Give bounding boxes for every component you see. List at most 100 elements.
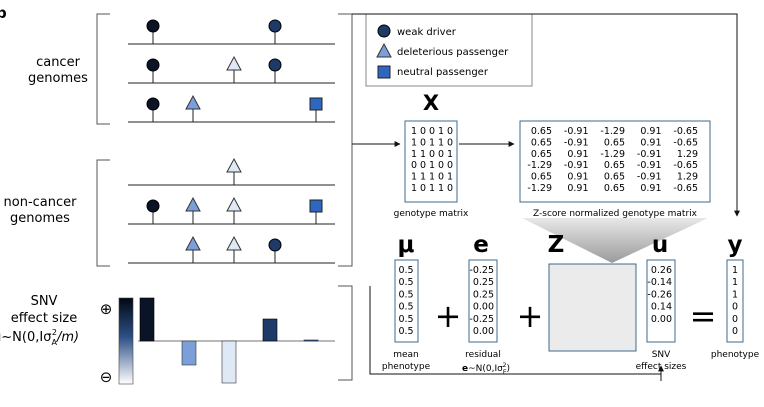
snv-formula-symbol: u [0, 330, 1, 345]
y-vector-cell: 0 [732, 326, 738, 337]
mu-vector-rows: 0.50.50.50.50.50.5 [398, 265, 413, 337]
e-formula-body: ~N(0,Iσ [468, 364, 503, 374]
weak-driver-marker [268, 58, 282, 72]
weak-driver-marker [146, 58, 160, 72]
u-vector-rows: 0.26-0.14-0.26 0.140.00 [647, 265, 672, 325]
equals-sign: = [690, 297, 717, 335]
z-matrix-cell: -1.29 [600, 149, 625, 160]
mu-caption-2: phenotype [382, 362, 431, 372]
mu-vector-cell: 0.5 [398, 314, 413, 325]
e-vector-cell: 0.25 [473, 289, 494, 300]
z-matrix-cell: -0.91 [564, 137, 589, 148]
x-matrix-cell: 0 [420, 137, 426, 148]
z-matrix-cell: 0.65 [531, 126, 552, 137]
snv-formula-sup: 2 [52, 328, 57, 337]
z-matrix-cell: 0.91 [567, 183, 588, 194]
x-matrix-cell: 1 [411, 172, 417, 183]
z-matrix-cell: -1.29 [527, 160, 552, 171]
u-caption: SNV [652, 350, 671, 360]
deleterious-passenger-marker [226, 55, 242, 71]
e-vector-cell: -0.25 [469, 265, 494, 276]
funnel-shape [522, 218, 708, 263]
z-matrix-rows: 0.65 -0.91 -1.29 0.91 -0.65 0.65 -0.91 0.65 0.91… [527, 126, 698, 194]
mu-vector-cell: 0.5 [398, 265, 413, 276]
x-matrix-cell: 1 [411, 126, 417, 137]
deleterious-passenger-marker [185, 196, 201, 212]
e-vector-cell: 0.00 [473, 326, 494, 337]
y-vector-cell: 0 [732, 302, 738, 313]
x-matrix-cell: 1 [438, 126, 444, 137]
u-vector-cell: 0.26 [651, 265, 672, 276]
e-formula-sup: 2 [503, 362, 507, 369]
u-vector-box [646, 259, 676, 343]
neutral-passenger-marker [309, 97, 323, 111]
plus-sign-2: + [517, 297, 544, 335]
effect-bar [262, 318, 278, 342]
x-symbol: X [423, 91, 439, 115]
z-matrix-cell: 0.91 [567, 172, 588, 183]
x-matrix-cell: 1 [420, 149, 426, 160]
weak-driver-marker [146, 97, 160, 111]
e-caption: residual [465, 350, 501, 360]
x-matrix-rows: 1 0 0 1 01 0 1 1 01 1 0 0 10 0 1 0 01 1 1 0 11 0 1 1 0 [411, 126, 453, 194]
z-matrix-cell: -0.65 [673, 137, 698, 148]
weak-driver-marker [268, 19, 282, 33]
legend-box [365, 13, 533, 87]
e-vector-cell: -0.25 [469, 314, 494, 325]
x-matrix-cell: 1 [447, 172, 453, 183]
z-matrix-cell: -0.91 [564, 126, 589, 137]
mu-symbol: μ [398, 232, 415, 258]
x-matrix-cell: 0 [420, 183, 426, 194]
e-formula-symbol: e [462, 364, 468, 374]
effect-bar [221, 340, 237, 384]
x-matrix-cell: 0 [447, 126, 453, 137]
noncancer-genomes-label: non-cancer [4, 195, 78, 210]
plus-circle-icon: ⊕ [100, 300, 113, 318]
x-matrix-cell: 1 [438, 183, 444, 194]
x-matrix-cell: 1 [429, 183, 435, 194]
z-matrix-cell: 0.65 [604, 137, 625, 148]
deleterious-passenger-icon [376, 42, 392, 58]
plus-sign: + [435, 297, 462, 335]
z-matrix-cell: -0.91 [637, 172, 662, 183]
x-matrix-cell: 0 [447, 160, 453, 171]
cancer-genomes-label: cancer [36, 55, 80, 70]
x-matrix-cell: 1 [429, 172, 435, 183]
z-matrix-box [519, 120, 711, 203]
noncancer-genomes-label-2: genomes [10, 211, 70, 226]
z-matrix-cell: 0.65 [531, 149, 552, 160]
x-matrix-cell: 1 [438, 137, 444, 148]
snv-formula-tail: /m) [56, 330, 79, 345]
weak-driver-marker [146, 19, 160, 33]
snv-right-bracket [338, 285, 353, 381]
legend: weak driver deleterious passenger neutra… [365, 13, 533, 87]
x-matrix-cell: 0 [447, 183, 453, 194]
mu-vector-cell: 0.5 [398, 289, 413, 300]
legend-deleterious-passenger: deleterious passenger [397, 47, 509, 58]
z-matrix-cell: 1.29 [677, 149, 698, 160]
z-matrix-cell: 0.91 [640, 126, 661, 137]
weak-driver-marker [146, 199, 160, 213]
weak-driver-marker [268, 238, 282, 252]
snv-formula: u~N(0,IσA2/m) [0, 328, 79, 347]
z-matrix-cell: -1.29 [600, 126, 625, 137]
snv-label: SNV [31, 294, 58, 309]
x-matrix-cell: 0 [447, 137, 453, 148]
z-matrix-cell: 0.65 [531, 172, 552, 183]
z-matrix-cell: 0.65 [604, 183, 625, 194]
x-matrix-cell: 1 [411, 137, 417, 148]
y-vector-cell: 1 [732, 277, 738, 288]
z-symbol: Z [548, 232, 565, 258]
x-matrix-cell: 1 [411, 149, 417, 160]
e-vector-rows: -0.250.250.250.00-0.250.00 [469, 265, 494, 337]
y-vector-cell: 1 [732, 289, 738, 300]
e-formula: e~N(0,IσE2) [462, 362, 510, 376]
z-matrix-cell: 0.91 [567, 149, 588, 160]
z-matrix-cell: -0.91 [564, 160, 589, 171]
neutral-passenger-icon [377, 65, 391, 79]
deleterious-passenger-marker [226, 196, 242, 212]
x-matrix-cell: 0 [438, 172, 444, 183]
z-caption: Z-score normalized genotype matrix [533, 209, 698, 219]
